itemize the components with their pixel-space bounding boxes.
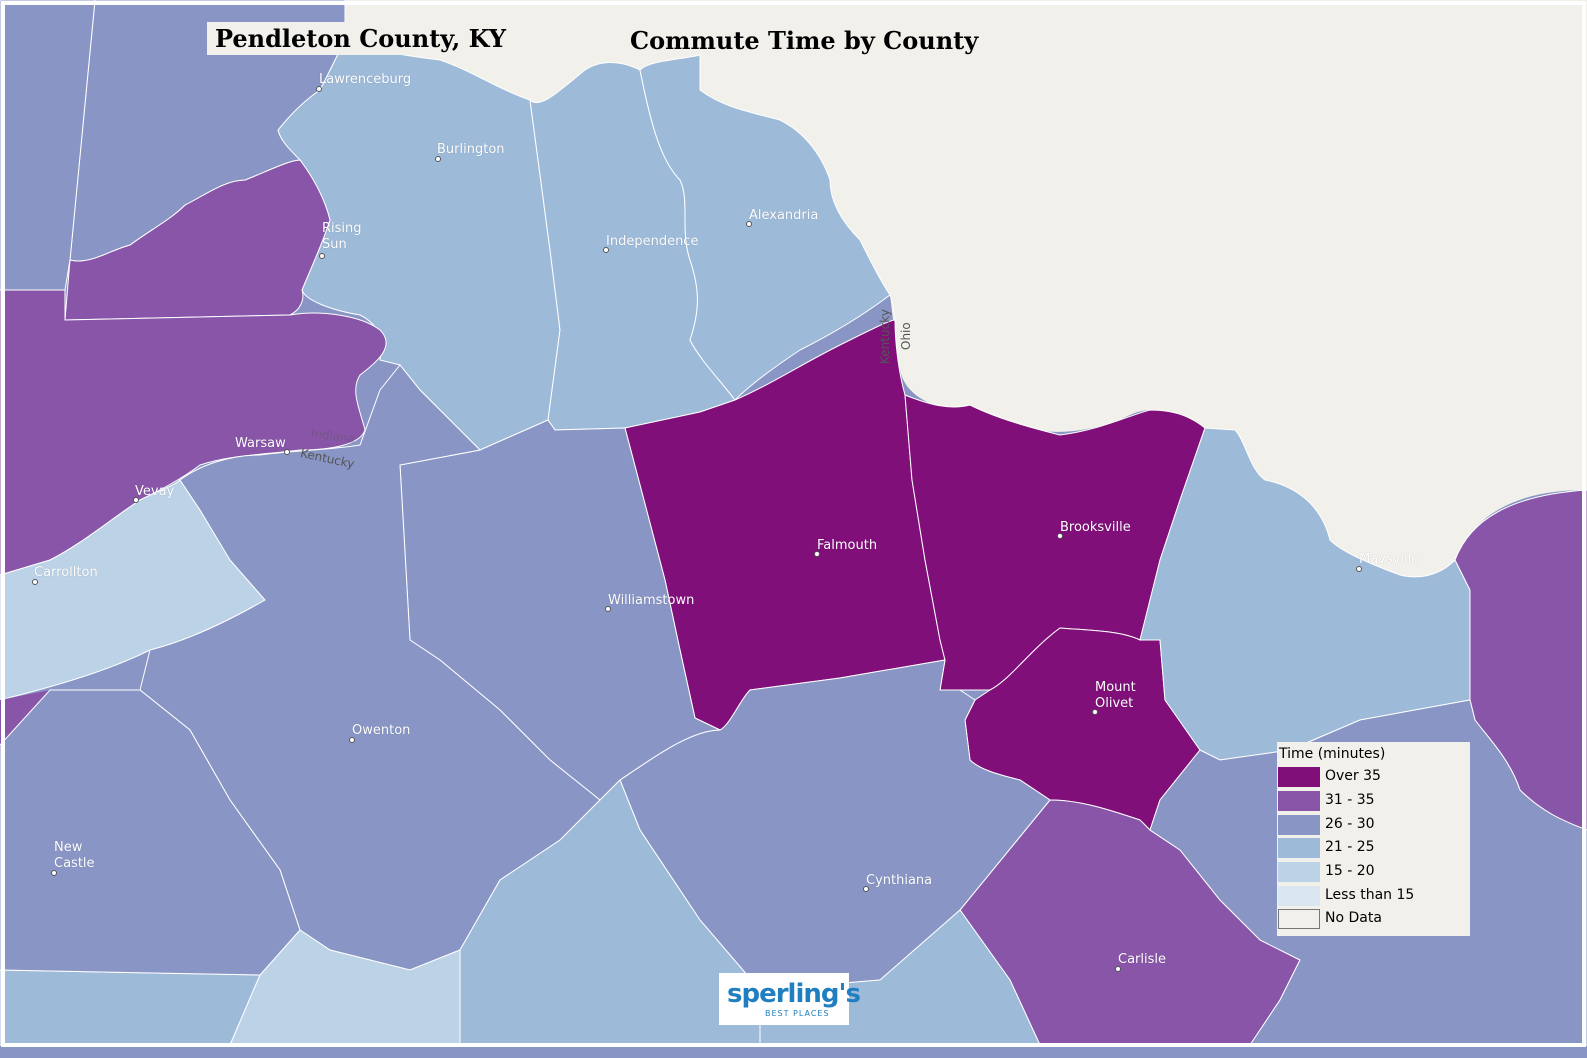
campbell-county bbox=[639, 54, 891, 401]
owen-county bbox=[139, 364, 601, 971]
city-dot bbox=[51, 870, 57, 876]
legend-title: Time (minutes) bbox=[1279, 746, 1386, 762]
franklin-county bbox=[0, 969, 261, 1046]
legend-item-21-25: 21 - 25 bbox=[1277, 837, 1470, 859]
city-owenton: Owenton bbox=[352, 723, 411, 738]
ripley-county bbox=[0, 0, 96, 291]
legend-label: Less than 15 bbox=[1325, 887, 1415, 903]
legend-item-less-15: Less than 15 bbox=[1277, 885, 1470, 907]
city-rising-sun: Rising Sun bbox=[322, 221, 362, 252]
no-data-region bbox=[330, 0, 1587, 577]
legend-label: 15 - 20 bbox=[1325, 863, 1375, 879]
city-maysville: Maysville bbox=[1359, 552, 1420, 567]
ohio-river-line bbox=[889, 294, 896, 321]
city-carlisle: Carlisle bbox=[1118, 952, 1166, 967]
city-mount-olivet: Mount Olivet bbox=[1095, 680, 1136, 711]
legend-swatch bbox=[1278, 909, 1320, 929]
city-new-castle: New Castle bbox=[54, 840, 95, 871]
legend-swatch bbox=[1278, 767, 1320, 787]
city-dot bbox=[435, 156, 441, 162]
city-falmouth: Falmouth bbox=[817, 538, 878, 553]
legend-item-15-20: 15 - 20 bbox=[1277, 861, 1470, 883]
city-brooksville: Brooksville bbox=[1060, 520, 1131, 535]
city-independence: Independence bbox=[606, 234, 699, 249]
legend-item-26-30: 26 - 30 bbox=[1277, 814, 1470, 836]
legend-item-31-35: 31 - 35 bbox=[1277, 790, 1470, 812]
city-dot bbox=[349, 737, 355, 743]
city-lawrenceburg: Lawrenceburg bbox=[319, 72, 412, 87]
city-vevay: Vevay bbox=[135, 484, 175, 499]
legend-label: 26 - 30 bbox=[1325, 816, 1375, 832]
city-carrollton: Carrollton bbox=[34, 565, 98, 580]
city-dot bbox=[1057, 533, 1063, 539]
city-burlington: Burlington bbox=[437, 142, 505, 157]
city-cynthiana: Cynthiana bbox=[866, 873, 933, 888]
legend-label: No Data bbox=[1325, 910, 1382, 926]
legend-swatch bbox=[1278, 791, 1320, 811]
city-dot bbox=[284, 449, 290, 455]
kentucky-border-label: Kentucky bbox=[878, 309, 892, 364]
city-dot bbox=[1356, 566, 1362, 572]
city-dot bbox=[133, 497, 139, 503]
legend-swatch bbox=[1278, 886, 1320, 906]
legend-item-no-data: No Data bbox=[1277, 908, 1470, 930]
city-dot bbox=[316, 86, 322, 92]
ohio-border-label: Ohio bbox=[899, 322, 913, 350]
legend-swatch bbox=[1278, 862, 1320, 882]
city-dot bbox=[1115, 966, 1121, 972]
logo-tagline: BEST PLACES bbox=[765, 1009, 830, 1018]
city-dot bbox=[605, 606, 611, 612]
legend-label: Over 35 bbox=[1325, 768, 1381, 784]
legend-label: 21 - 25 bbox=[1325, 839, 1375, 855]
sperlings-logo: sperling's BEST PLACES bbox=[719, 973, 861, 1025]
city-dot bbox=[319, 253, 325, 259]
logo-brand: sperling's bbox=[727, 979, 861, 1009]
city-williamstown: Williamstown bbox=[608, 593, 695, 608]
legend-swatch bbox=[1278, 815, 1320, 835]
legend-item-over-35: Over 35 bbox=[1277, 766, 1470, 788]
city-dot bbox=[603, 247, 609, 253]
city-dot bbox=[32, 579, 38, 585]
city-dot bbox=[1092, 709, 1098, 715]
legend-label: 31 - 35 bbox=[1325, 792, 1375, 808]
city-alexandria: Alexandria bbox=[749, 208, 819, 223]
city-dot bbox=[814, 551, 820, 557]
city-warsaw: Warsaw bbox=[235, 436, 286, 451]
city-dot bbox=[746, 221, 752, 227]
county-title: Pendleton County, KY bbox=[207, 22, 514, 55]
henry-county bbox=[0, 689, 301, 976]
dearborn-county bbox=[69, 0, 346, 262]
map-title: Commute Time by County bbox=[630, 26, 979, 55]
legend-swatch bbox=[1278, 838, 1320, 858]
legend: Time (minutes) Over 35 31 - 35 26 - 30 2… bbox=[1277, 742, 1470, 936]
city-dot bbox=[863, 886, 869, 892]
